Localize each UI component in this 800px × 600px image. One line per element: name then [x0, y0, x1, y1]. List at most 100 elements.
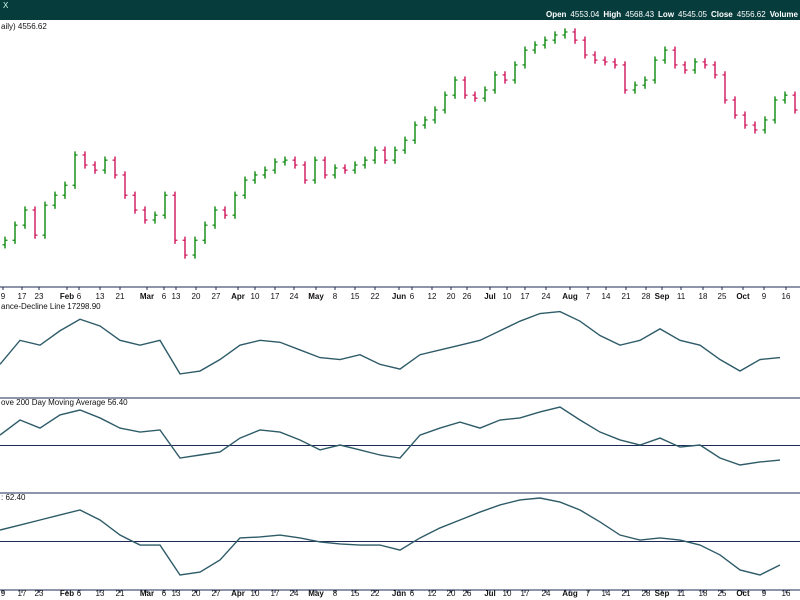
header-field: 4545.05	[678, 10, 707, 19]
x-tick-label: 7	[586, 292, 591, 301]
x-tick-label: 21	[622, 589, 631, 598]
x-tick-label: 28	[642, 292, 651, 301]
header-field: Open	[546, 10, 567, 19]
x-tick-label: 18	[699, 589, 708, 598]
x-tick-label: 9	[762, 292, 767, 301]
x-tick-label: 15	[351, 589, 360, 598]
x-tick-label: 16	[782, 292, 791, 301]
x-tick-label: 17	[521, 292, 530, 301]
x-tick-label: 18	[699, 292, 708, 301]
x-tick-label: Oct	[736, 589, 750, 598]
panel-legend: aily) 4556.62	[1, 22, 47, 31]
x-tick-label: 6	[77, 589, 82, 598]
x-tick-label: Sep	[655, 292, 670, 301]
x-tick-label: 21	[116, 589, 125, 598]
x-tick-label: 13	[172, 292, 181, 301]
indicator-line	[0, 497, 781, 576]
x-tick-label: 28	[642, 589, 651, 598]
x-tick-label: 11	[677, 292, 686, 301]
x-tick-label: 26	[463, 292, 472, 301]
header-field: 4568.43	[625, 10, 654, 19]
x-tick-label: 21	[116, 292, 125, 301]
x-tick-label: 6	[162, 292, 167, 301]
panel-legend: ance-Decline Line 17298.90	[1, 302, 101, 311]
x-tick-label: May	[308, 589, 324, 598]
x-tick-label: 10	[503, 589, 512, 598]
x-tick-label: 27	[212, 292, 221, 301]
x-tick-label: 24	[290, 589, 299, 598]
x-tick-label: 25	[718, 292, 727, 301]
x-tick-label: Mar	[140, 292, 154, 301]
x-tick-label: 12	[428, 292, 437, 301]
x-tick-label: 10	[503, 292, 512, 301]
x-tick-label: 10	[251, 589, 260, 598]
x-tick-label: 6	[410, 589, 415, 598]
x-tick-label: 12	[428, 589, 437, 598]
header-field: Low	[658, 10, 675, 19]
x-tick-label: 14	[602, 292, 611, 301]
x-tick-label: 13	[96, 589, 105, 598]
x-tick-label: 17	[18, 292, 27, 301]
indicator-line	[0, 310, 781, 375]
x-tick-label: 26	[463, 589, 472, 598]
x-tick-label: Feb	[60, 589, 74, 598]
x-tick-label: Apr	[231, 292, 245, 301]
x-tick-label: 23	[35, 292, 44, 301]
panel-legend: : 62.40	[1, 493, 26, 502]
x-tick-label: 20	[192, 589, 201, 598]
x-tick-label: 27	[212, 589, 221, 598]
panel-legend: ove 200 Day Moving Average 56.40	[1, 398, 128, 407]
x-tick-label: 20	[192, 292, 201, 301]
indicator-line	[0, 406, 781, 466]
x-tick-label: Aug	[562, 292, 578, 301]
header-field: 4553.04	[570, 10, 599, 19]
x-tick-label: Jun	[392, 292, 406, 301]
x-tick-label: 9	[1, 292, 6, 301]
x-tick-label: 25	[718, 589, 727, 598]
x-tick-label: Aug	[562, 589, 578, 598]
x-tick-label: 16	[782, 589, 791, 598]
x-tick-label: Apr	[231, 589, 245, 598]
x-tick-label: 24	[290, 292, 299, 301]
header-field: 4556.62	[737, 10, 766, 19]
header-field: Close	[711, 10, 733, 19]
x-tick-label: 23	[35, 589, 44, 598]
x-tick-label: 10	[251, 292, 260, 301]
x-tick-label: 17	[271, 292, 280, 301]
x-tick-label: 8	[333, 292, 338, 301]
x-tick-label: 20	[447, 292, 456, 301]
x-tick-label: 24	[542, 589, 551, 598]
x-tick-label: 6	[77, 292, 82, 301]
x-tick-label: 8	[333, 589, 338, 598]
x-tick-label: 21	[622, 292, 631, 301]
x-tick-label: 9	[762, 589, 767, 598]
x-tick-label: Jul	[484, 292, 496, 301]
x-tick-label: Jul	[484, 589, 496, 598]
x-tick-label: May	[308, 292, 324, 301]
x-tick-label: 11	[677, 589, 686, 598]
x-tick-label: 17	[18, 589, 27, 598]
header-field: Volume	[770, 10, 799, 19]
x-tick-label: 9	[1, 589, 6, 598]
symbol: X	[3, 1, 9, 10]
x-tick-label: 7	[586, 589, 591, 598]
x-tick-label: 14	[602, 589, 611, 598]
x-tick-label: Feb	[60, 292, 74, 301]
x-tick-label: 22	[371, 589, 380, 598]
chart-area	[0, 20, 800, 600]
x-tick-label: 6	[410, 292, 415, 301]
x-tick-label: 6	[162, 589, 167, 598]
x-tick-label: 13	[96, 292, 105, 301]
header-bar	[0, 0, 800, 20]
x-tick-label: Oct	[736, 292, 750, 301]
x-tick-label: 17	[521, 589, 530, 598]
x-tick-label: 24	[542, 292, 551, 301]
x-tick-label: 20	[447, 589, 456, 598]
x-tick-label: Mar	[140, 589, 154, 598]
x-tick-label: 15	[351, 292, 360, 301]
x-tick-label: Sep	[655, 589, 670, 598]
header-field: High	[603, 10, 621, 19]
